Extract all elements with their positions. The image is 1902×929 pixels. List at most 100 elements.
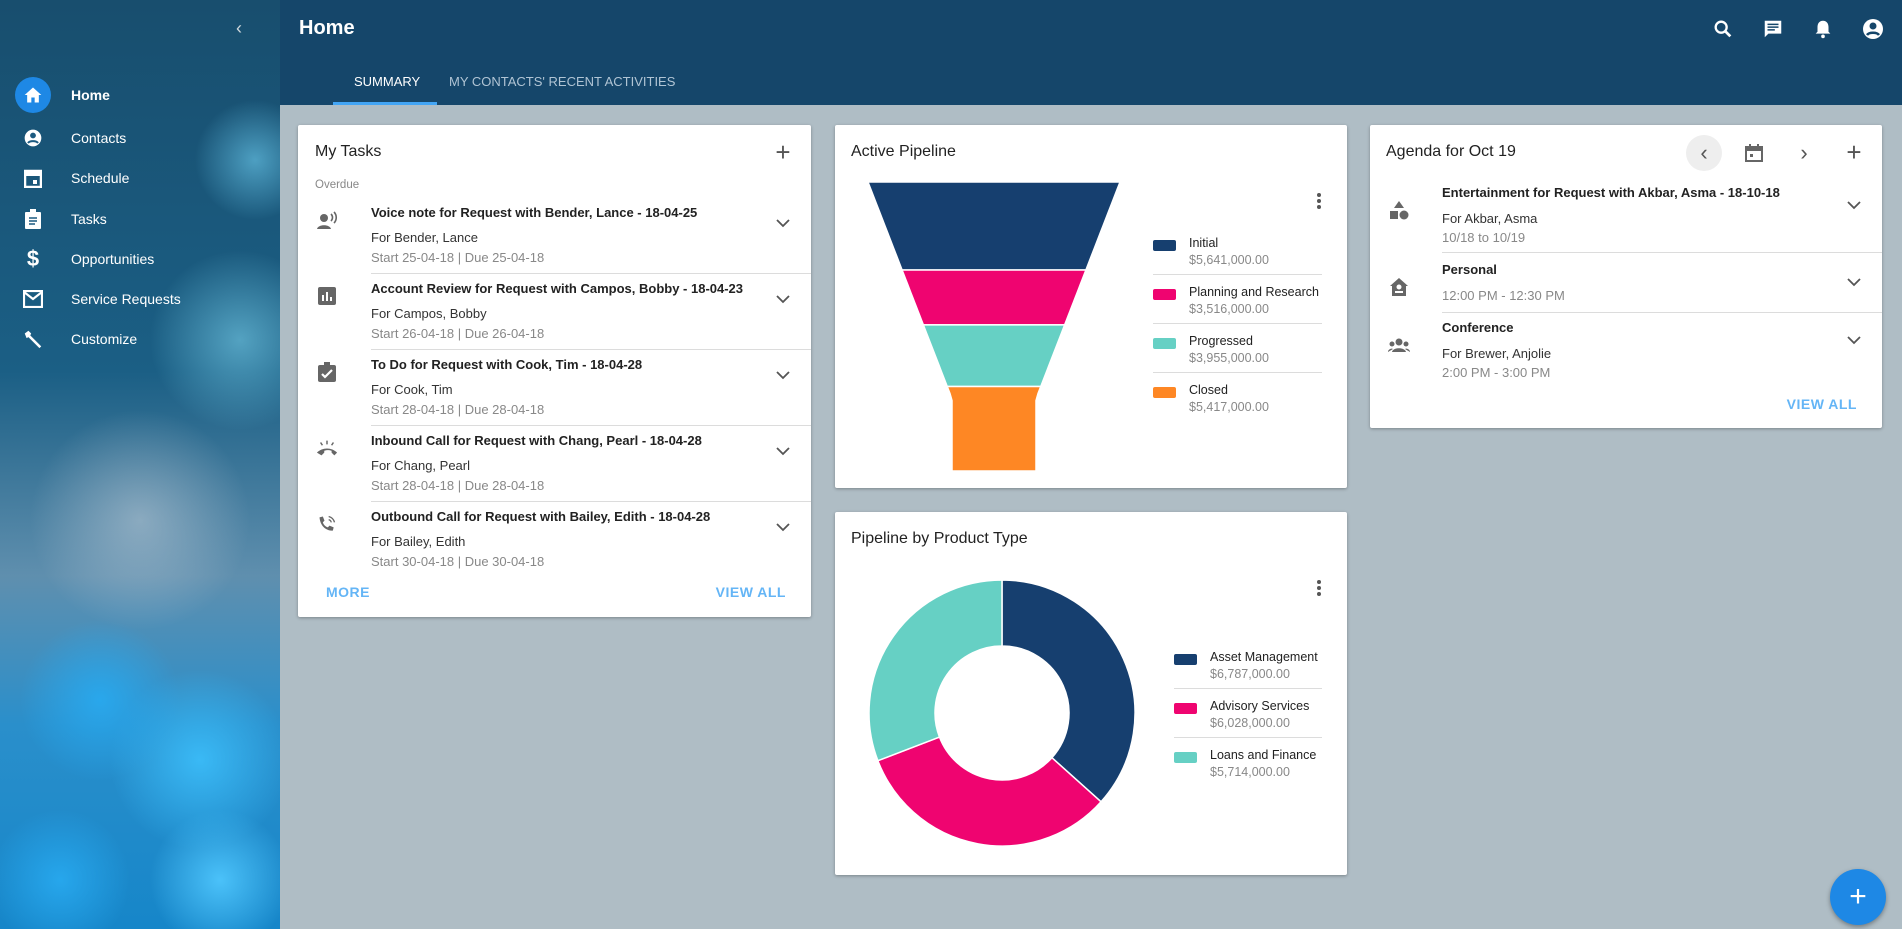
task-item[interactable]: Inbound Call for Request with Chang, Pea… (298, 433, 811, 505)
legend-value: $5,417,000.00 (1189, 400, 1269, 414)
divider (1174, 688, 1322, 689)
chevron-down-icon[interactable] (776, 215, 790, 233)
add-event-button[interactable]: + (1846, 136, 1862, 167)
legend-swatch (1174, 703, 1197, 714)
account-icon[interactable] (1855, 11, 1891, 47)
active-pipeline-card: Active Pipeline Initial $5,641,000.00 Pl… (835, 125, 1347, 488)
section-label: Overdue (315, 179, 360, 191)
sidebar-item-label: Contacts (71, 130, 127, 146)
add-fab-button[interactable]: + (1830, 869, 1886, 925)
task-dates: Start 28-04-18 | Due 28-04-18 (371, 478, 545, 493)
sidebar-item-opportunities[interactable]: $ Opportunities (0, 241, 280, 277)
divider (371, 349, 811, 350)
funnel-segment-initial[interactable] (866, 181, 1122, 271)
collapse-sidebar-button[interactable]: ‹ (236, 18, 242, 38)
sidebar-item-home[interactable]: Home (0, 77, 280, 113)
legend-label: Asset Management (1210, 650, 1318, 664)
legend-value: $5,641,000.00 (1189, 253, 1269, 267)
chevron-down-icon[interactable] (1847, 332, 1861, 350)
next-day-button[interactable]: › (1800, 140, 1808, 165)
task-title: Voice note for Request with Bender, Lanc… (371, 205, 698, 220)
legend-label: Loans and Finance (1210, 748, 1317, 762)
legend-swatch (1153, 338, 1176, 349)
clipboard-icon (15, 201, 51, 237)
phone-outbound-icon (316, 513, 338, 535)
legend-swatch (1153, 240, 1176, 251)
previous-day-button[interactable]: ‹ (1686, 135, 1722, 171)
bell-icon[interactable] (1805, 11, 1841, 47)
funnel-segment-closed[interactable] (946, 385, 1042, 472)
sidebar-item-service-requests[interactable]: Service Requests (0, 281, 280, 317)
tab-summary[interactable]: SUMMARY (354, 74, 421, 89)
task-title: Inbound Call for Request with Chang, Pea… (371, 433, 702, 448)
chevron-down-icon[interactable] (776, 291, 790, 309)
active-tab-indicator (333, 102, 437, 105)
voice-icon (316, 209, 338, 231)
task-item[interactable]: To Do for Request with Cook, Tim - 18-04… (298, 357, 811, 429)
sidebar-item-label: Home (71, 87, 110, 103)
funnel-segment-progressed[interactable] (922, 324, 1066, 388)
sidebar-item-tasks[interactable]: Tasks (0, 201, 280, 237)
agenda-title: Personal (1442, 262, 1497, 277)
agenda-card: Agenda for Oct 19 ‹ › + Entertainment fo… (1370, 125, 1882, 428)
donut-slice-advisory-services[interactable] (876, 736, 1103, 847)
chevron-down-icon[interactable] (1847, 274, 1861, 292)
divider (371, 425, 811, 426)
agenda-item[interactable]: Entertainment for Request with Akbar, As… (1370, 185, 1882, 245)
task-contact: For Cook, Tim (371, 382, 453, 397)
divider (1442, 312, 1882, 313)
task-item[interactable]: Voice note for Request with Bender, Lanc… (298, 205, 811, 277)
donut-slice-asset-management[interactable] (1001, 579, 1136, 803)
funnel-segment-planning-and-research[interactable] (900, 269, 1088, 326)
clipboard-check-icon (316, 361, 338, 383)
mail-icon (15, 281, 51, 317)
sidebar-item-customize[interactable]: Customize (0, 321, 280, 357)
sidebar-item-schedule[interactable]: Schedule (0, 160, 280, 196)
task-title: Outbound Call for Request with Bailey, E… (371, 509, 711, 524)
view-all-tasks-link[interactable]: VIEW ALL (715, 584, 786, 600)
legend-swatch (1153, 289, 1176, 300)
page-title: Home (299, 17, 355, 39)
sidebar-item-label: Schedule (71, 170, 130, 186)
task-title: To Do for Request with Cook, Tim - 18-04… (371, 357, 643, 372)
legend-label: Progressed (1189, 334, 1253, 348)
agenda-time: 2:00 PM - 3:00 PM (1442, 365, 1551, 380)
sidebar-item-contacts[interactable]: Contacts (0, 120, 280, 156)
task-dates: Start 30-04-18 | Due 30-04-18 (371, 554, 545, 569)
view-all-agenda-link[interactable]: VIEW ALL (1786, 396, 1857, 412)
task-contact: For Campos, Bobby (371, 306, 487, 321)
task-item[interactable]: Outbound Call for Request with Bailey, E… (298, 509, 811, 581)
chevron-down-icon[interactable] (776, 519, 790, 537)
donut-slice-loans-and-finance[interactable] (868, 579, 1003, 762)
chevron-down-icon[interactable] (1847, 197, 1861, 215)
legend-swatch (1174, 654, 1197, 665)
calendar-icon (15, 160, 51, 196)
chat-icon[interactable] (1755, 11, 1791, 47)
legend-value: $5,714,000.00 (1210, 765, 1290, 779)
tab-contacts-recent-activities[interactable]: MY CONTACTS' RECENT ACTIVITIES (449, 74, 676, 89)
agenda-contact: For Brewer, Anjolie (1442, 346, 1552, 361)
task-dates: Start 25-04-18 | Due 25-04-18 (371, 250, 545, 265)
donut-chart (868, 579, 1136, 847)
agenda-item[interactable]: Conference For Brewer, Anjolie 2:00 PM - … (1370, 320, 1882, 380)
task-contact: For Bender, Lance (371, 230, 478, 245)
shapes-icon (1388, 199, 1410, 221)
more-vert-icon[interactable] (1301, 183, 1337, 219)
more-vert-icon[interactable] (1301, 570, 1337, 606)
sidebar-item-label: Opportunities (71, 251, 155, 267)
task-item[interactable]: Account Review for Request with Campos, … (298, 281, 811, 353)
search-icon[interactable] (1705, 11, 1741, 47)
task-contact: For Chang, Pearl (371, 458, 470, 473)
more-link[interactable]: MORE (326, 584, 370, 600)
agenda-item[interactable]: Personal 12:00 PM - 12:30 PM (1370, 262, 1882, 322)
task-title: Account Review for Request with Campos, … (371, 281, 744, 296)
chevron-down-icon[interactable] (776, 443, 790, 461)
divider (1174, 737, 1322, 738)
home-person-icon (1388, 276, 1410, 298)
calendar-icon[interactable] (1736, 135, 1772, 171)
chevron-down-icon[interactable] (776, 367, 790, 385)
funnel-chart (866, 181, 1122, 472)
chart-icon (316, 285, 338, 307)
add-task-button[interactable]: + (775, 136, 791, 167)
dollar-icon: $ (26, 246, 40, 271)
